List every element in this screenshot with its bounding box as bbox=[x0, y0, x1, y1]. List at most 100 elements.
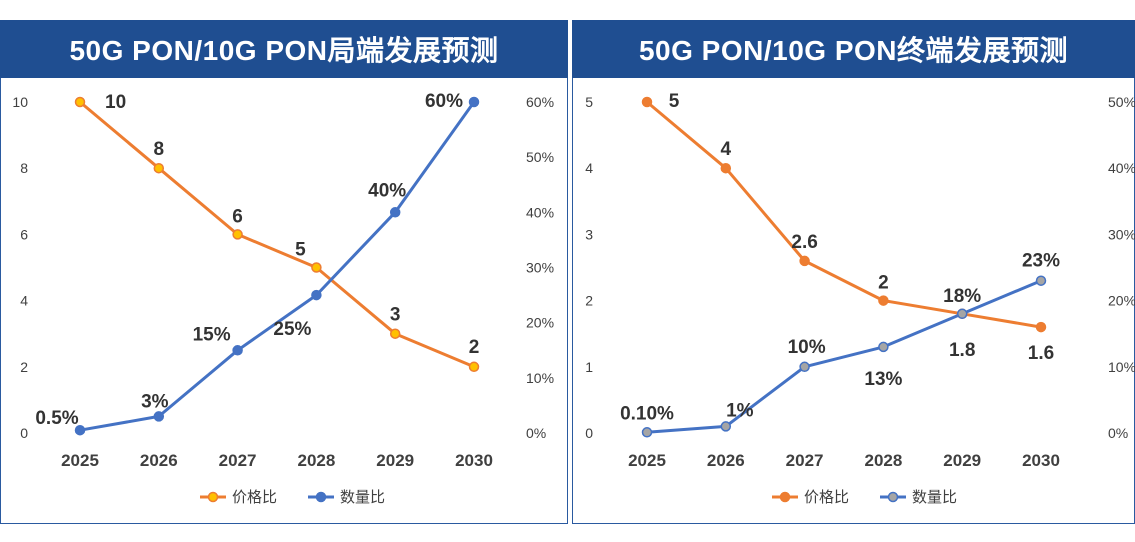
x-tick-label: 2027 bbox=[786, 451, 824, 470]
data-point-price-ratio bbox=[389, 328, 401, 339]
data-label: 1.6 bbox=[1028, 343, 1054, 364]
data-point-quantity-ratio bbox=[956, 308, 968, 320]
data-point-price-ratio bbox=[153, 162, 165, 174]
data-point-price-ratio bbox=[1035, 321, 1047, 333]
data-point-quantity-ratio bbox=[389, 207, 401, 218]
data-point-quantity-ratio bbox=[74, 424, 86, 436]
data-point-price-ratio bbox=[641, 96, 653, 108]
data-label: 0.5% bbox=[35, 408, 78, 429]
x-tick-label: 2027 bbox=[219, 451, 257, 470]
y-left-tick-label: 2 bbox=[20, 359, 28, 375]
data-label: 15% bbox=[193, 324, 231, 345]
y-right-tick-label: 50% bbox=[1108, 94, 1135, 110]
x-tick-label: 2028 bbox=[297, 451, 335, 470]
data-label: 8 bbox=[154, 139, 165, 160]
data-label: 3 bbox=[390, 305, 401, 326]
y-left-tick-label: 5 bbox=[585, 94, 593, 110]
legend-label: 数量比 bbox=[912, 488, 957, 506]
chart-title: 50G PON/10G PON终端发展预测 bbox=[572, 20, 1135, 78]
legend-swatch-marker bbox=[207, 491, 219, 503]
y-right-tick-label: 50% bbox=[526, 149, 554, 165]
x-tick-label: 2025 bbox=[628, 451, 666, 470]
data-point-quantity-ratio bbox=[232, 345, 243, 356]
y-right-tick-label: 10% bbox=[1108, 359, 1135, 375]
y-right-tick-label: 40% bbox=[1108, 160, 1135, 176]
y-left-tick-label: 0 bbox=[585, 425, 593, 441]
data-label: 10% bbox=[788, 337, 826, 358]
y-left-tick-label: 3 bbox=[585, 226, 593, 242]
x-tick-label: 2029 bbox=[376, 451, 414, 470]
y-right-tick-label: 20% bbox=[1108, 293, 1135, 309]
data-label: 18% bbox=[943, 286, 981, 307]
y-left-tick-label: 4 bbox=[20, 293, 28, 309]
y-right-tick-label: 30% bbox=[1108, 226, 1135, 242]
data-label: 23% bbox=[1022, 251, 1060, 272]
data-label: 1.8 bbox=[949, 340, 975, 361]
y-right-tick-label: 0% bbox=[1108, 425, 1128, 441]
chart-olt-svg: 0 2 4 6 8 10 0% 10% 20% 30% 40% 50% 60% 2025 2026 2027 2… bbox=[12, 91, 554, 506]
data-point-price-ratio bbox=[311, 262, 322, 273]
chart-frame bbox=[0, 78, 568, 524]
y-right-tick-label: 60% bbox=[526, 94, 554, 110]
data-point-price-ratio bbox=[74, 96, 86, 108]
y-right-tick-label: 30% bbox=[526, 260, 554, 276]
data-label: 5 bbox=[669, 91, 680, 112]
data-label: 4 bbox=[721, 139, 732, 160]
chart-panel-ont: 50G PON/10G PON终端发展预测 0 1 2 3 4 5 0% 10% 20% 30% 4… bbox=[572, 0, 1135, 542]
data-label: 2.6 bbox=[791, 232, 817, 253]
data-label: 3% bbox=[141, 391, 169, 412]
x-tick-label: 2030 bbox=[1022, 451, 1060, 470]
data-label: 1% bbox=[726, 400, 754, 421]
legend-label: 数量比 bbox=[340, 488, 385, 506]
chart-panel-olt: 50G PON/10G PON局端发展预测 0 2 4 6 8 10 0% 10% 20% 30%… bbox=[0, 20, 568, 524]
data-point-quantity-ratio bbox=[153, 411, 165, 422]
x-tick-label: 2026 bbox=[140, 451, 178, 470]
data-label: 6 bbox=[232, 206, 243, 227]
y-right-tick-label: 10% bbox=[526, 370, 554, 386]
x-tick-label: 2028 bbox=[864, 451, 902, 470]
legend-swatch-marker bbox=[887, 491, 899, 503]
series-line-price-ratio bbox=[79, 100, 475, 369]
data-point-quantity-ratio bbox=[1035, 275, 1047, 286]
legend-swatch-marker bbox=[779, 491, 791, 503]
data-point-quantity-ratio bbox=[878, 341, 889, 353]
data-label: 2 bbox=[878, 273, 889, 294]
data-point-quantity-ratio bbox=[720, 421, 732, 432]
data-label: 2 bbox=[469, 337, 480, 358]
y-left-tick-label: 1 bbox=[585, 359, 593, 375]
legend-swatch-marker bbox=[315, 491, 327, 503]
data-point-quantity-ratio bbox=[799, 361, 810, 373]
data-label: 10 bbox=[105, 92, 126, 113]
x-tick-label: 2025 bbox=[61, 451, 99, 470]
data-label: 25% bbox=[273, 319, 311, 340]
data-label: 13% bbox=[864, 369, 902, 390]
y-right-tick-label: 20% bbox=[526, 315, 554, 331]
y-left-tick-label: 8 bbox=[20, 160, 28, 176]
data-label: 5 bbox=[295, 240, 306, 261]
data-label: 60% bbox=[425, 91, 463, 112]
y-right-tick-label: 0% bbox=[526, 425, 546, 441]
x-tick-label: 2026 bbox=[707, 451, 745, 470]
series-line-quantity-ratio bbox=[646, 279, 1042, 434]
data-point-price-ratio bbox=[878, 295, 889, 306]
series-line-quantity-ratio bbox=[79, 101, 476, 432]
x-tick-label: 2029 bbox=[943, 451, 981, 470]
data-point-price-ratio bbox=[468, 361, 480, 373]
data-point-price-ratio bbox=[232, 229, 243, 240]
y-left-tick-label: 0 bbox=[20, 425, 28, 441]
legend-label: 价格比 bbox=[232, 488, 277, 506]
data-point-price-ratio bbox=[720, 162, 732, 174]
data-point-quantity-ratio bbox=[468, 96, 480, 108]
y-left-tick-label: 10 bbox=[12, 94, 28, 110]
data-point-price-ratio bbox=[799, 255, 810, 267]
legend-label: 价格比 bbox=[804, 488, 849, 506]
data-point-quantity-ratio bbox=[641, 427, 653, 438]
chart-title: 50G PON/10G PON局端发展预测 bbox=[0, 20, 568, 78]
y-left-tick-label: 6 bbox=[20, 226, 28, 242]
y-left-tick-label: 4 bbox=[585, 160, 593, 176]
y-right-tick-label: 40% bbox=[526, 204, 554, 220]
data-label: 40% bbox=[368, 180, 406, 201]
series-line-price-ratio bbox=[646, 100, 1042, 329]
data-label: 0.10% bbox=[620, 403, 674, 424]
